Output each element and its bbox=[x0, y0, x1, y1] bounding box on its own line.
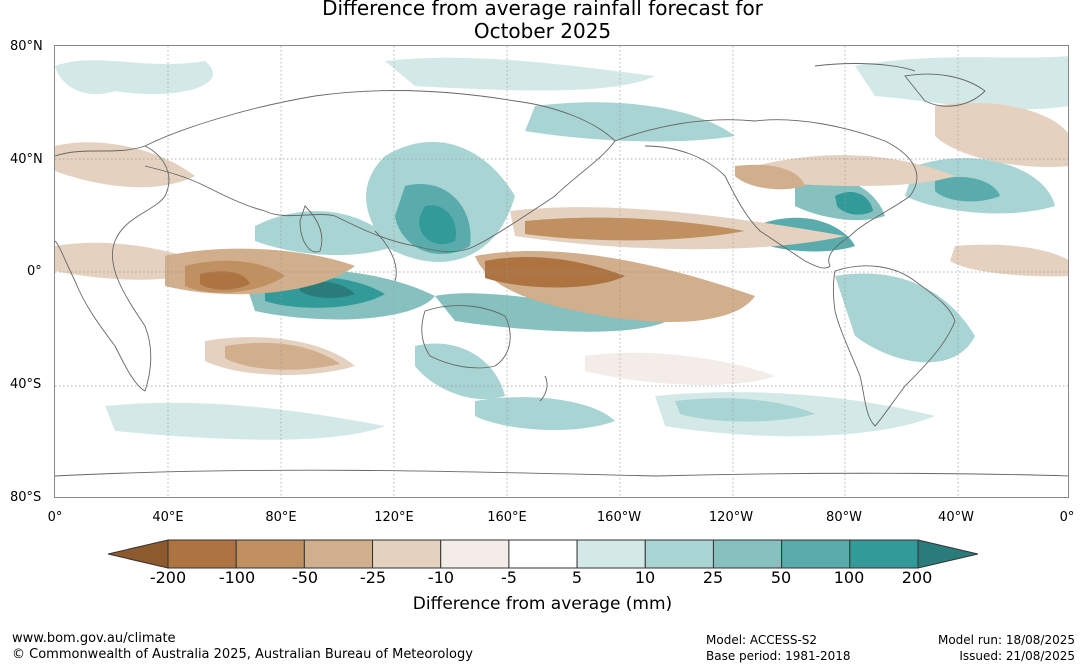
colorbar-swatch bbox=[235, 539, 305, 569]
lon-label-80e: 80°E bbox=[265, 510, 297, 525]
colorbar-swatch bbox=[440, 539, 510, 569]
lon-label-0-right: 0° bbox=[1059, 510, 1075, 525]
base-period-text: Base period: 1981-2018 bbox=[706, 649, 851, 663]
colorbar-title: Difference from average (mm) bbox=[412, 594, 673, 614]
coastlines bbox=[55, 63, 1068, 477]
lat-label-equator: 0° bbox=[27, 264, 42, 279]
colorbar-swatch bbox=[576, 539, 646, 569]
lon-label-40e: 40°E bbox=[152, 510, 184, 525]
lon-label-120e: 120°E bbox=[374, 510, 414, 525]
colorbar-swatch bbox=[849, 539, 919, 569]
lon-label-160e: 160°E bbox=[487, 510, 527, 525]
colorbar-swatch bbox=[781, 539, 851, 569]
lon-label-160w: 160°W bbox=[596, 510, 642, 525]
lat-label-80s: 80°S bbox=[10, 490, 42, 505]
map-title-line1: Difference from average rainfall forecas… bbox=[322, 0, 763, 20]
model-run-text: Model run: 18/08/2025 bbox=[937, 633, 1075, 647]
colorbar-arrow-low bbox=[108, 539, 169, 569]
anomaly-regions bbox=[55, 56, 1068, 440]
colorbar-tick-label: 10 bbox=[634, 568, 656, 587]
colorbar bbox=[108, 539, 978, 569]
map-title-line2: October 2025 bbox=[473, 19, 612, 43]
lon-label-120w: 120°W bbox=[708, 510, 754, 525]
website-text: www.bom.gov.au/climate bbox=[12, 631, 176, 646]
issued-text: Issued: 21/08/2025 bbox=[959, 649, 1075, 663]
colorbar-tick-label: 100 bbox=[833, 568, 865, 587]
colorbar-tick-label: -25 bbox=[359, 568, 387, 587]
map-canvas bbox=[55, 46, 1068, 497]
colorbar-tick-label: 50 bbox=[770, 568, 792, 587]
rainfall-anomaly-map bbox=[54, 45, 1069, 498]
colorbar-swatch bbox=[712, 539, 783, 569]
lon-label-0-left: 0° bbox=[47, 510, 63, 525]
colorbar-tick-label: -10 bbox=[427, 568, 455, 587]
colorbar-tick-label: -5 bbox=[501, 568, 517, 587]
lon-label-40w: 40°W bbox=[938, 510, 974, 525]
lat-label-40n: 40°N bbox=[10, 152, 43, 167]
lat-label-80n: 80°N bbox=[10, 39, 43, 54]
lat-label-40s: 40°S bbox=[10, 377, 42, 392]
graticule bbox=[55, 46, 1068, 497]
lon-label-80w: 80°W bbox=[826, 510, 862, 525]
colorbar-swatch bbox=[644, 539, 714, 569]
colorbar-swatch bbox=[508, 539, 578, 569]
colorbar-swatch bbox=[303, 539, 374, 569]
colorbar-tick-label: 200 bbox=[901, 568, 933, 587]
colorbar-tick-label: 5 bbox=[571, 568, 583, 587]
colorbar-swatch bbox=[167, 539, 237, 569]
copyright-text: © Commonwealth of Australia 2025, Austra… bbox=[12, 647, 473, 662]
model-text: Model: ACCESS-S2 bbox=[706, 633, 818, 647]
colorbar-tick-label: -200 bbox=[149, 568, 187, 587]
colorbar-swatch bbox=[372, 539, 442, 569]
colorbar-tick-label: 25 bbox=[702, 568, 724, 587]
colorbar-tick-label: -100 bbox=[218, 568, 256, 587]
colorbar-tick-label: -50 bbox=[291, 568, 319, 587]
colorbar-arrow-high bbox=[917, 539, 978, 569]
